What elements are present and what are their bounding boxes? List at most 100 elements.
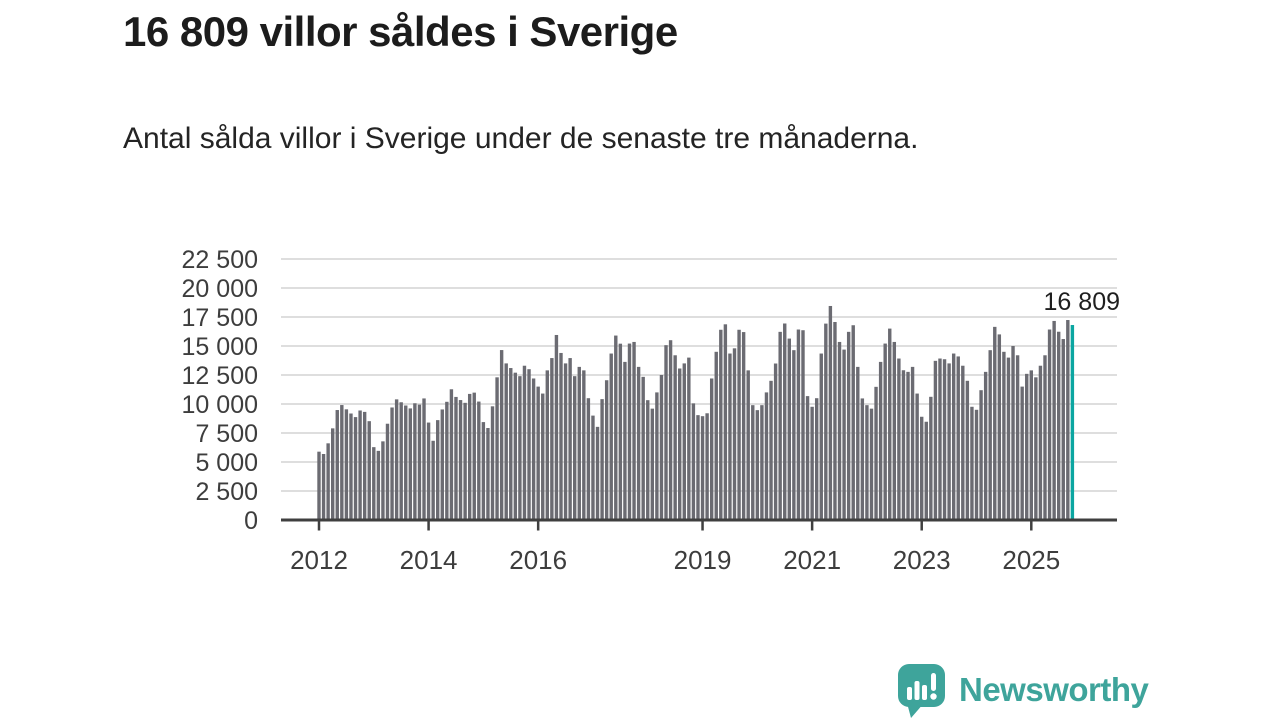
bar <box>837 341 842 520</box>
bar <box>385 423 390 520</box>
bar <box>956 356 960 520</box>
bar <box>1020 386 1024 520</box>
bar <box>970 406 974 520</box>
bar <box>531 378 536 520</box>
bar <box>974 409 979 520</box>
bar <box>846 331 851 520</box>
bar <box>646 400 650 520</box>
y-axis-label: 10 000 <box>182 391 258 419</box>
bar <box>426 422 431 520</box>
bar <box>696 415 700 520</box>
bar <box>518 376 522 520</box>
x-axis-label: 2025 <box>1002 545 1060 575</box>
bar <box>851 325 855 520</box>
bar <box>604 380 609 520</box>
bar <box>362 411 367 520</box>
bar <box>486 428 490 520</box>
bar <box>381 441 385 520</box>
bar <box>650 408 655 520</box>
bar <box>709 378 714 520</box>
bar <box>892 341 897 520</box>
bar <box>586 398 591 520</box>
bar <box>728 353 732 520</box>
bar <box>664 345 668 520</box>
bar <box>458 400 463 520</box>
bar <box>705 413 709 520</box>
bar <box>915 393 919 520</box>
bar <box>504 363 508 520</box>
bar <box>330 428 335 520</box>
bar <box>1061 339 1065 520</box>
bar <box>869 408 874 520</box>
bar <box>1029 370 1033 520</box>
bar <box>678 368 682 520</box>
bar <box>467 393 472 520</box>
bar <box>961 365 965 520</box>
bar <box>897 358 901 520</box>
bar <box>367 421 371 520</box>
x-axis-label: 2019 <box>674 545 732 575</box>
bar <box>632 341 636 520</box>
bar <box>828 305 833 520</box>
bar <box>732 348 737 520</box>
bar <box>910 366 915 520</box>
bar <box>436 420 440 520</box>
bar <box>399 402 403 520</box>
bar <box>741 332 746 520</box>
bar <box>1066 320 1070 520</box>
x-axis-tick <box>701 521 704 531</box>
bar <box>317 451 321 520</box>
bar <box>1052 320 1056 520</box>
bar <box>737 329 741 520</box>
bar <box>618 343 623 520</box>
bar <box>572 376 577 520</box>
bar <box>769 380 773 520</box>
bar <box>641 376 645 520</box>
bar <box>755 410 760 520</box>
bar <box>614 335 618 520</box>
bar <box>1034 377 1038 520</box>
x-axis-line <box>281 518 1117 522</box>
bar <box>760 405 764 520</box>
bar <box>783 323 787 520</box>
bar <box>810 406 814 520</box>
bar <box>481 422 486 520</box>
y-axis-label: 0 <box>244 507 258 535</box>
bar <box>1025 373 1029 520</box>
bar <box>833 321 837 520</box>
bar <box>778 331 782 520</box>
bar <box>627 343 632 520</box>
bar <box>700 416 705 520</box>
x-axis-label: 2021 <box>783 545 841 575</box>
bar <box>404 405 408 520</box>
bar <box>906 371 910 520</box>
bar <box>513 372 518 520</box>
bar <box>326 443 330 520</box>
bar <box>746 370 750 520</box>
bar <box>591 415 595 520</box>
bar <box>865 405 869 520</box>
newsworthy-logo: Newsworthy <box>896 662 1149 718</box>
bar <box>454 396 458 520</box>
bar <box>792 350 796 520</box>
bar <box>714 351 718 520</box>
bar <box>600 399 604 520</box>
bar <box>951 353 956 520</box>
bar <box>751 405 755 520</box>
page-subtitle: Antal sålda villor i Sverige under de se… <box>123 122 919 155</box>
y-axis-label: 15 000 <box>182 333 258 361</box>
bar <box>1056 331 1061 520</box>
bar <box>723 324 728 520</box>
bar <box>691 403 696 520</box>
bar <box>358 410 362 520</box>
bar <box>335 410 339 520</box>
bar <box>764 392 769 520</box>
y-axis-label: 17 500 <box>182 304 258 332</box>
bar <box>349 413 353 520</box>
bar <box>577 366 581 520</box>
x-axis-label: 2016 <box>509 545 567 575</box>
bar <box>1043 355 1047 520</box>
value-annotation: 16 809 <box>1044 288 1120 316</box>
